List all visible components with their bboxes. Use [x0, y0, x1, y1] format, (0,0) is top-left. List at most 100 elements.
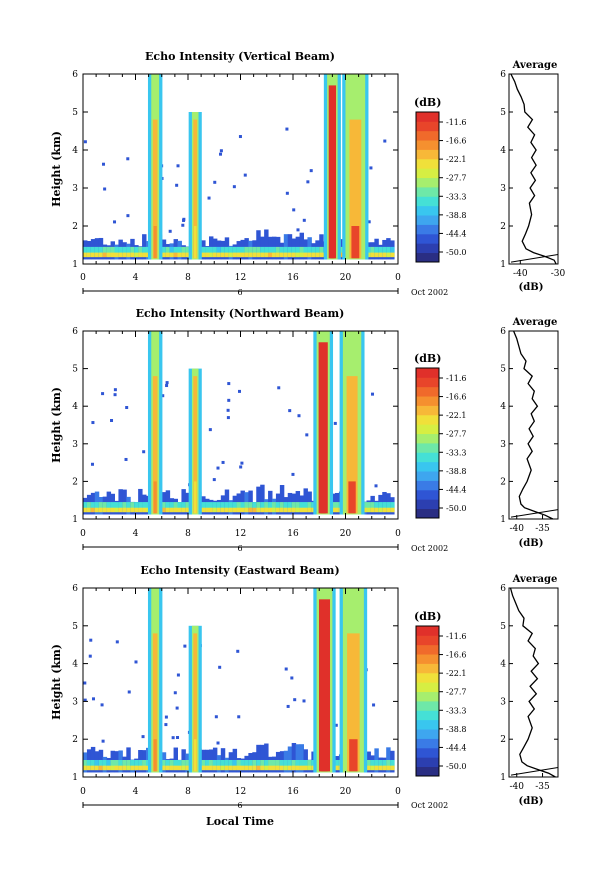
echo-cell [126, 759, 131, 770]
echo-cell [382, 252, 387, 258]
echo-cell [386, 246, 391, 257]
echo-cell [177, 765, 182, 771]
profile-title: Average [512, 317, 558, 328]
echo-cell [252, 507, 257, 513]
echo-cell [114, 246, 119, 257]
echo-cell [378, 765, 383, 771]
echo-cell [161, 246, 167, 257]
colorbar-swatch [416, 508, 439, 519]
echo-cell [94, 765, 100, 771]
panel-title: Echo Intensity (Eastward Beam) [140, 564, 339, 577]
echo-cell [248, 502, 253, 512]
y-tick-label: 5 [72, 622, 78, 632]
y-tick-label: 1 [72, 773, 78, 783]
echo-speck [285, 127, 289, 131]
echo-cell [366, 246, 371, 257]
echo-cell [248, 252, 253, 258]
echo-speck [219, 152, 223, 156]
echo-cell [165, 252, 171, 258]
echo-cell [382, 759, 387, 770]
echo-cell [161, 507, 167, 513]
echo-cell [272, 502, 277, 512]
echo-cell [86, 246, 92, 257]
echo-cell [110, 765, 115, 771]
echo-cell [173, 502, 178, 512]
echo-cell [224, 489, 230, 515]
echo-cell [220, 759, 226, 770]
echo-cell [275, 507, 281, 513]
echo-cell [287, 765, 293, 771]
echo-cell [177, 246, 182, 257]
echo-cell [134, 759, 139, 770]
echo-cell [142, 246, 147, 257]
echo-cell [122, 502, 127, 512]
echo-speck [101, 739, 105, 743]
echo-cell [287, 759, 293, 770]
colorbar-ticks: -11.6 -16.6 -22.1 -27.7 -33.3 -38.8 -44.4 -50.0 [439, 374, 467, 513]
echo-cell [177, 759, 182, 770]
echo-cell [98, 252, 104, 258]
colorbar-swatch [416, 414, 439, 425]
echo-cell [86, 252, 92, 258]
echo-speck [103, 187, 107, 191]
echo-cell [378, 252, 383, 258]
echo-cell [244, 252, 249, 258]
colorbar-tick-label: -27.7 [446, 688, 467, 697]
echo-cell [110, 759, 115, 770]
y-tick-label: 3 [72, 440, 78, 450]
echo-cell [366, 252, 371, 258]
echo-cell [390, 507, 395, 513]
echo-cell [126, 502, 131, 512]
profile-y-tick-label: 6 [500, 70, 506, 80]
y-tick-label: 2 [72, 477, 78, 487]
echo-speck [227, 398, 231, 402]
x-tick-label: 4 [133, 273, 139, 283]
echo-cell [205, 765, 210, 771]
echo-cell [106, 765, 112, 771]
echo-cell [370, 507, 375, 513]
echo-cell [362, 507, 367, 513]
echo-cell [256, 502, 261, 512]
echo-cell [122, 765, 127, 771]
echo-cell [240, 765, 245, 771]
echo-peak [153, 481, 157, 514]
y-tick-label: 4 [72, 402, 78, 412]
colorbar-tick-label: -11.6 [446, 118, 467, 127]
colorbar-frame [415, 367, 440, 519]
echo-cell [370, 765, 375, 771]
colorbar-swatch [416, 130, 439, 141]
echo-cell [122, 759, 127, 770]
echo-speck [83, 698, 87, 702]
echo-cell [303, 502, 308, 512]
echo-cell [291, 765, 297, 771]
colorbar-ticks: -11.6 -16.6 -22.1 -27.7 -33.3 -38.8 -44.4 -50.0 [439, 632, 467, 771]
echo-cell [260, 246, 265, 257]
colorbar-frame [415, 625, 440, 777]
echo-cell [134, 765, 139, 771]
echo-cell [205, 252, 210, 258]
echo-core [152, 119, 158, 259]
x-tick-label: 16 [287, 273, 299, 283]
colorbar-swatch [416, 368, 439, 378]
echo-cell [228, 507, 234, 513]
echo-cell [216, 252, 222, 258]
echo-cell [130, 502, 135, 512]
profile-y-tick-label: 6 [500, 327, 506, 337]
echo-cell [181, 502, 186, 512]
echo-cell [240, 252, 245, 258]
echo-cell [382, 507, 387, 513]
echo-cell [90, 246, 96, 257]
echo-cell [256, 486, 261, 515]
colorbar-tick-label: -11.6 [446, 374, 467, 383]
echo-cell [173, 246, 178, 257]
echo-cell [165, 507, 171, 513]
echo-cell [216, 507, 222, 513]
echo-cell [244, 759, 249, 770]
echo-cell [185, 502, 190, 512]
date-label: Oct 2002 [411, 544, 448, 553]
colorbar-swatch [416, 672, 439, 683]
profile-y-tick-label: 1 [500, 773, 506, 783]
echo-speck [277, 386, 281, 390]
echo-cell [134, 507, 139, 513]
